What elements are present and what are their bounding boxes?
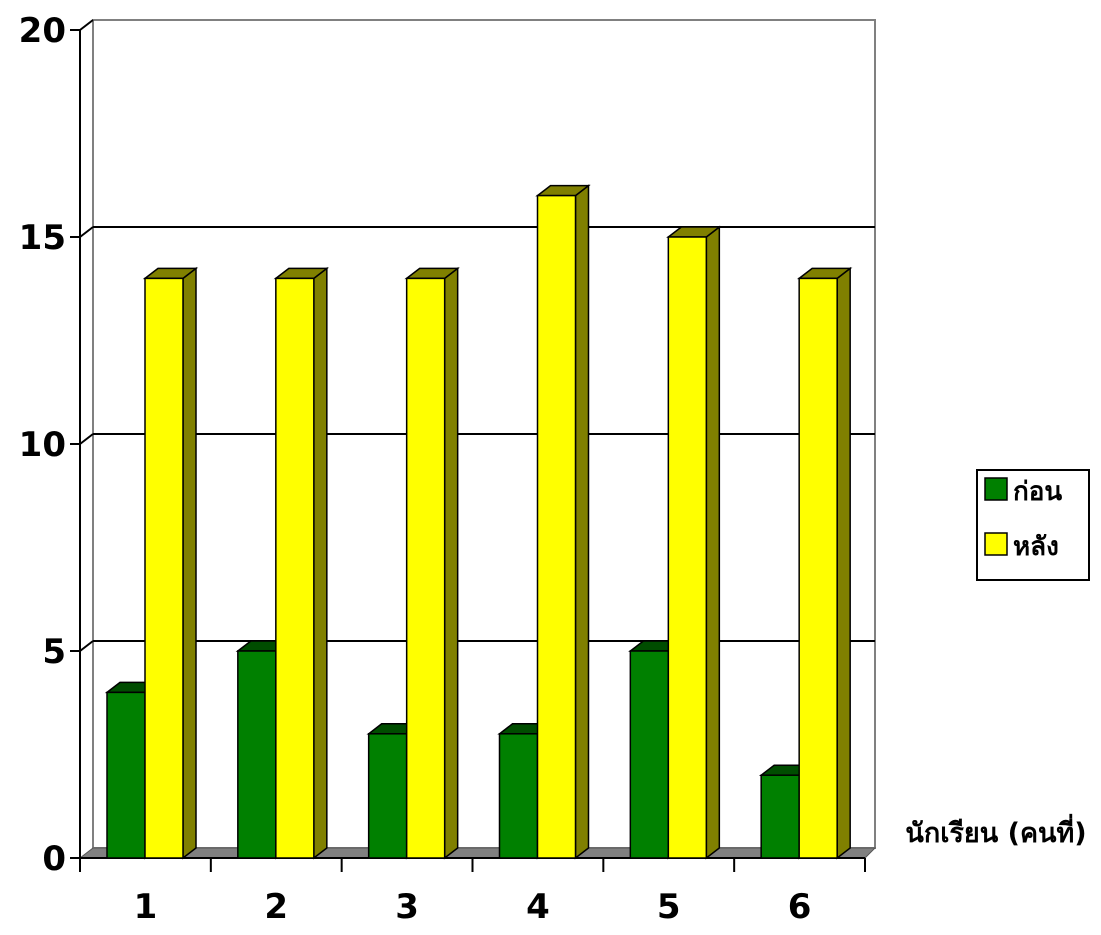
legend-swatch — [984, 532, 1008, 556]
bar-side — [705, 225, 721, 860]
y-tick-label: 0 — [42, 839, 66, 879]
y-tick-label: 10 — [19, 425, 66, 465]
bars — [104, 184, 853, 860]
legend-label: หลัง — [1013, 532, 1059, 562]
bar-front — [367, 733, 408, 859]
y-tick-label: 20 — [19, 11, 66, 51]
x-tick-label: 5 — [657, 887, 681, 927]
gridlines — [79, 226, 875, 652]
x-tick-label: 4 — [526, 887, 550, 927]
x-tick-label: 6 — [788, 887, 812, 927]
bar-front — [237, 650, 277, 859]
bar-front — [760, 774, 800, 859]
legend-label: ก่อน — [1013, 477, 1062, 507]
bar-side — [574, 184, 590, 860]
bar-front — [106, 691, 146, 859]
legend-swatch — [984, 477, 1008, 501]
plot-floor — [78, 847, 877, 859]
bar-front — [667, 236, 708, 859]
gridline-depth — [79, 640, 94, 652]
x-tick-label: 1 — [134, 887, 158, 927]
bar-side — [182, 266, 197, 860]
x-axis-label: นักเรียน (คนที่) — [905, 813, 1086, 849]
floor — [78, 847, 877, 859]
axes — [70, 19, 866, 872]
y-axis-depth — [79, 19, 94, 31]
bar — [796, 266, 853, 860]
y-tick-label: 5 — [42, 632, 66, 672]
bar — [142, 266, 199, 860]
bar — [666, 225, 722, 860]
bar-front — [536, 194, 577, 859]
bar-front — [144, 277, 184, 859]
x-tick-label: 3 — [395, 887, 419, 927]
bar-side — [443, 266, 459, 860]
bar — [273, 266, 330, 860]
bar-front — [498, 733, 539, 859]
bar-front — [629, 650, 670, 859]
y-tick-labels: 0 5 10 15 20 — [19, 11, 66, 879]
bar-side — [836, 266, 851, 860]
y-tick-label: 15 — [19, 218, 66, 258]
bar-front — [798, 277, 838, 859]
bar-side — [313, 266, 328, 860]
x-tick-labels: 1 2 3 4 5 6 — [134, 887, 812, 927]
x-tick-label: 2 — [264, 887, 288, 927]
bar — [535, 184, 591, 860]
bar-front — [405, 277, 446, 859]
bar-front — [275, 277, 315, 859]
gridline-depth — [79, 226, 94, 238]
bar — [404, 266, 460, 860]
gridline-depth — [79, 433, 94, 445]
